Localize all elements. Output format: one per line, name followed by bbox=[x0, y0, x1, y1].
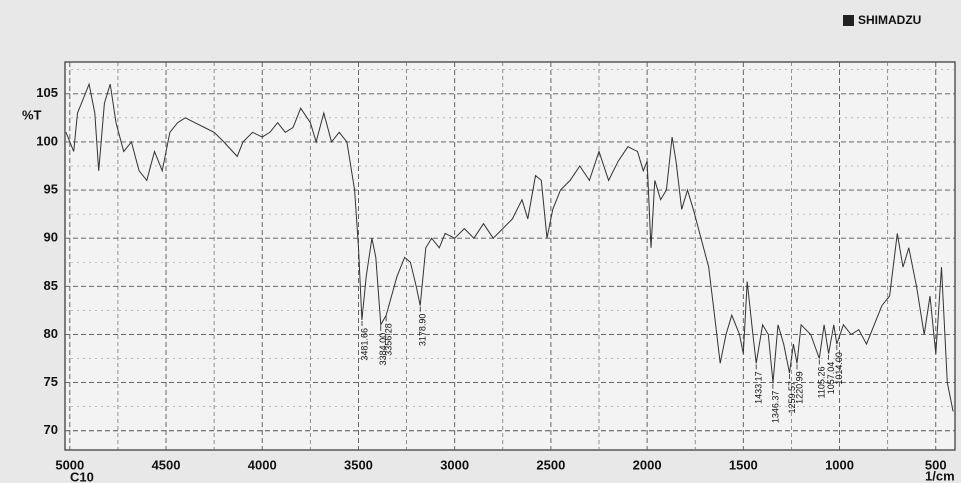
x-tick-label: 2500 bbox=[536, 457, 565, 472]
sample-label: C10 bbox=[70, 469, 94, 483]
x-tick-label: 4000 bbox=[248, 457, 277, 472]
plot-frame bbox=[64, 61, 956, 451]
y-tick-label: 95 bbox=[44, 181, 58, 196]
peak-label: 1346.37 bbox=[770, 391, 780, 424]
x-tick-label: 3500 bbox=[344, 457, 373, 472]
x-tick-label: 500 bbox=[925, 457, 947, 472]
y-tick-label: 85 bbox=[44, 278, 58, 293]
spectrum-line bbox=[65, 82, 954, 412]
brand-logo bbox=[843, 15, 854, 26]
peak-label: 3356.28 bbox=[383, 323, 393, 356]
x-tick-label: 2000 bbox=[633, 457, 662, 472]
peak-label: 1014.00 bbox=[834, 352, 844, 385]
x-tick-label: 5000 bbox=[55, 457, 84, 472]
x-tick-label: 1500 bbox=[729, 457, 758, 472]
peak-label: 1057.04 bbox=[826, 362, 836, 395]
y-tick-label: 80 bbox=[44, 326, 58, 341]
peak-label: 3384.00 bbox=[378, 333, 388, 366]
peak-label: 1259.57 bbox=[787, 381, 797, 414]
peak-label: 3481.66 bbox=[359, 328, 369, 361]
peak-label: 1220.99 bbox=[794, 371, 804, 404]
y-tick-label: 90 bbox=[44, 230, 58, 245]
y-tick-label: 100 bbox=[36, 133, 58, 148]
y-tick-label: 70 bbox=[44, 422, 58, 437]
x-tick-label: 4500 bbox=[152, 457, 181, 472]
y-axis-label: %T bbox=[22, 107, 42, 122]
x-axis-label: 1/cm bbox=[925, 468, 955, 483]
x-tick-label: 3000 bbox=[440, 457, 469, 472]
peak-label: 3178.90 bbox=[418, 314, 428, 347]
x-tick-label: 1000 bbox=[825, 457, 854, 472]
brand: SHIMADZU bbox=[858, 13, 921, 27]
peak-label: 1433.17 bbox=[754, 371, 764, 404]
peak-label: 1105.26 bbox=[817, 367, 827, 399]
y-tick-label: 105 bbox=[36, 85, 58, 100]
y-tick-label: 75 bbox=[44, 374, 58, 389]
